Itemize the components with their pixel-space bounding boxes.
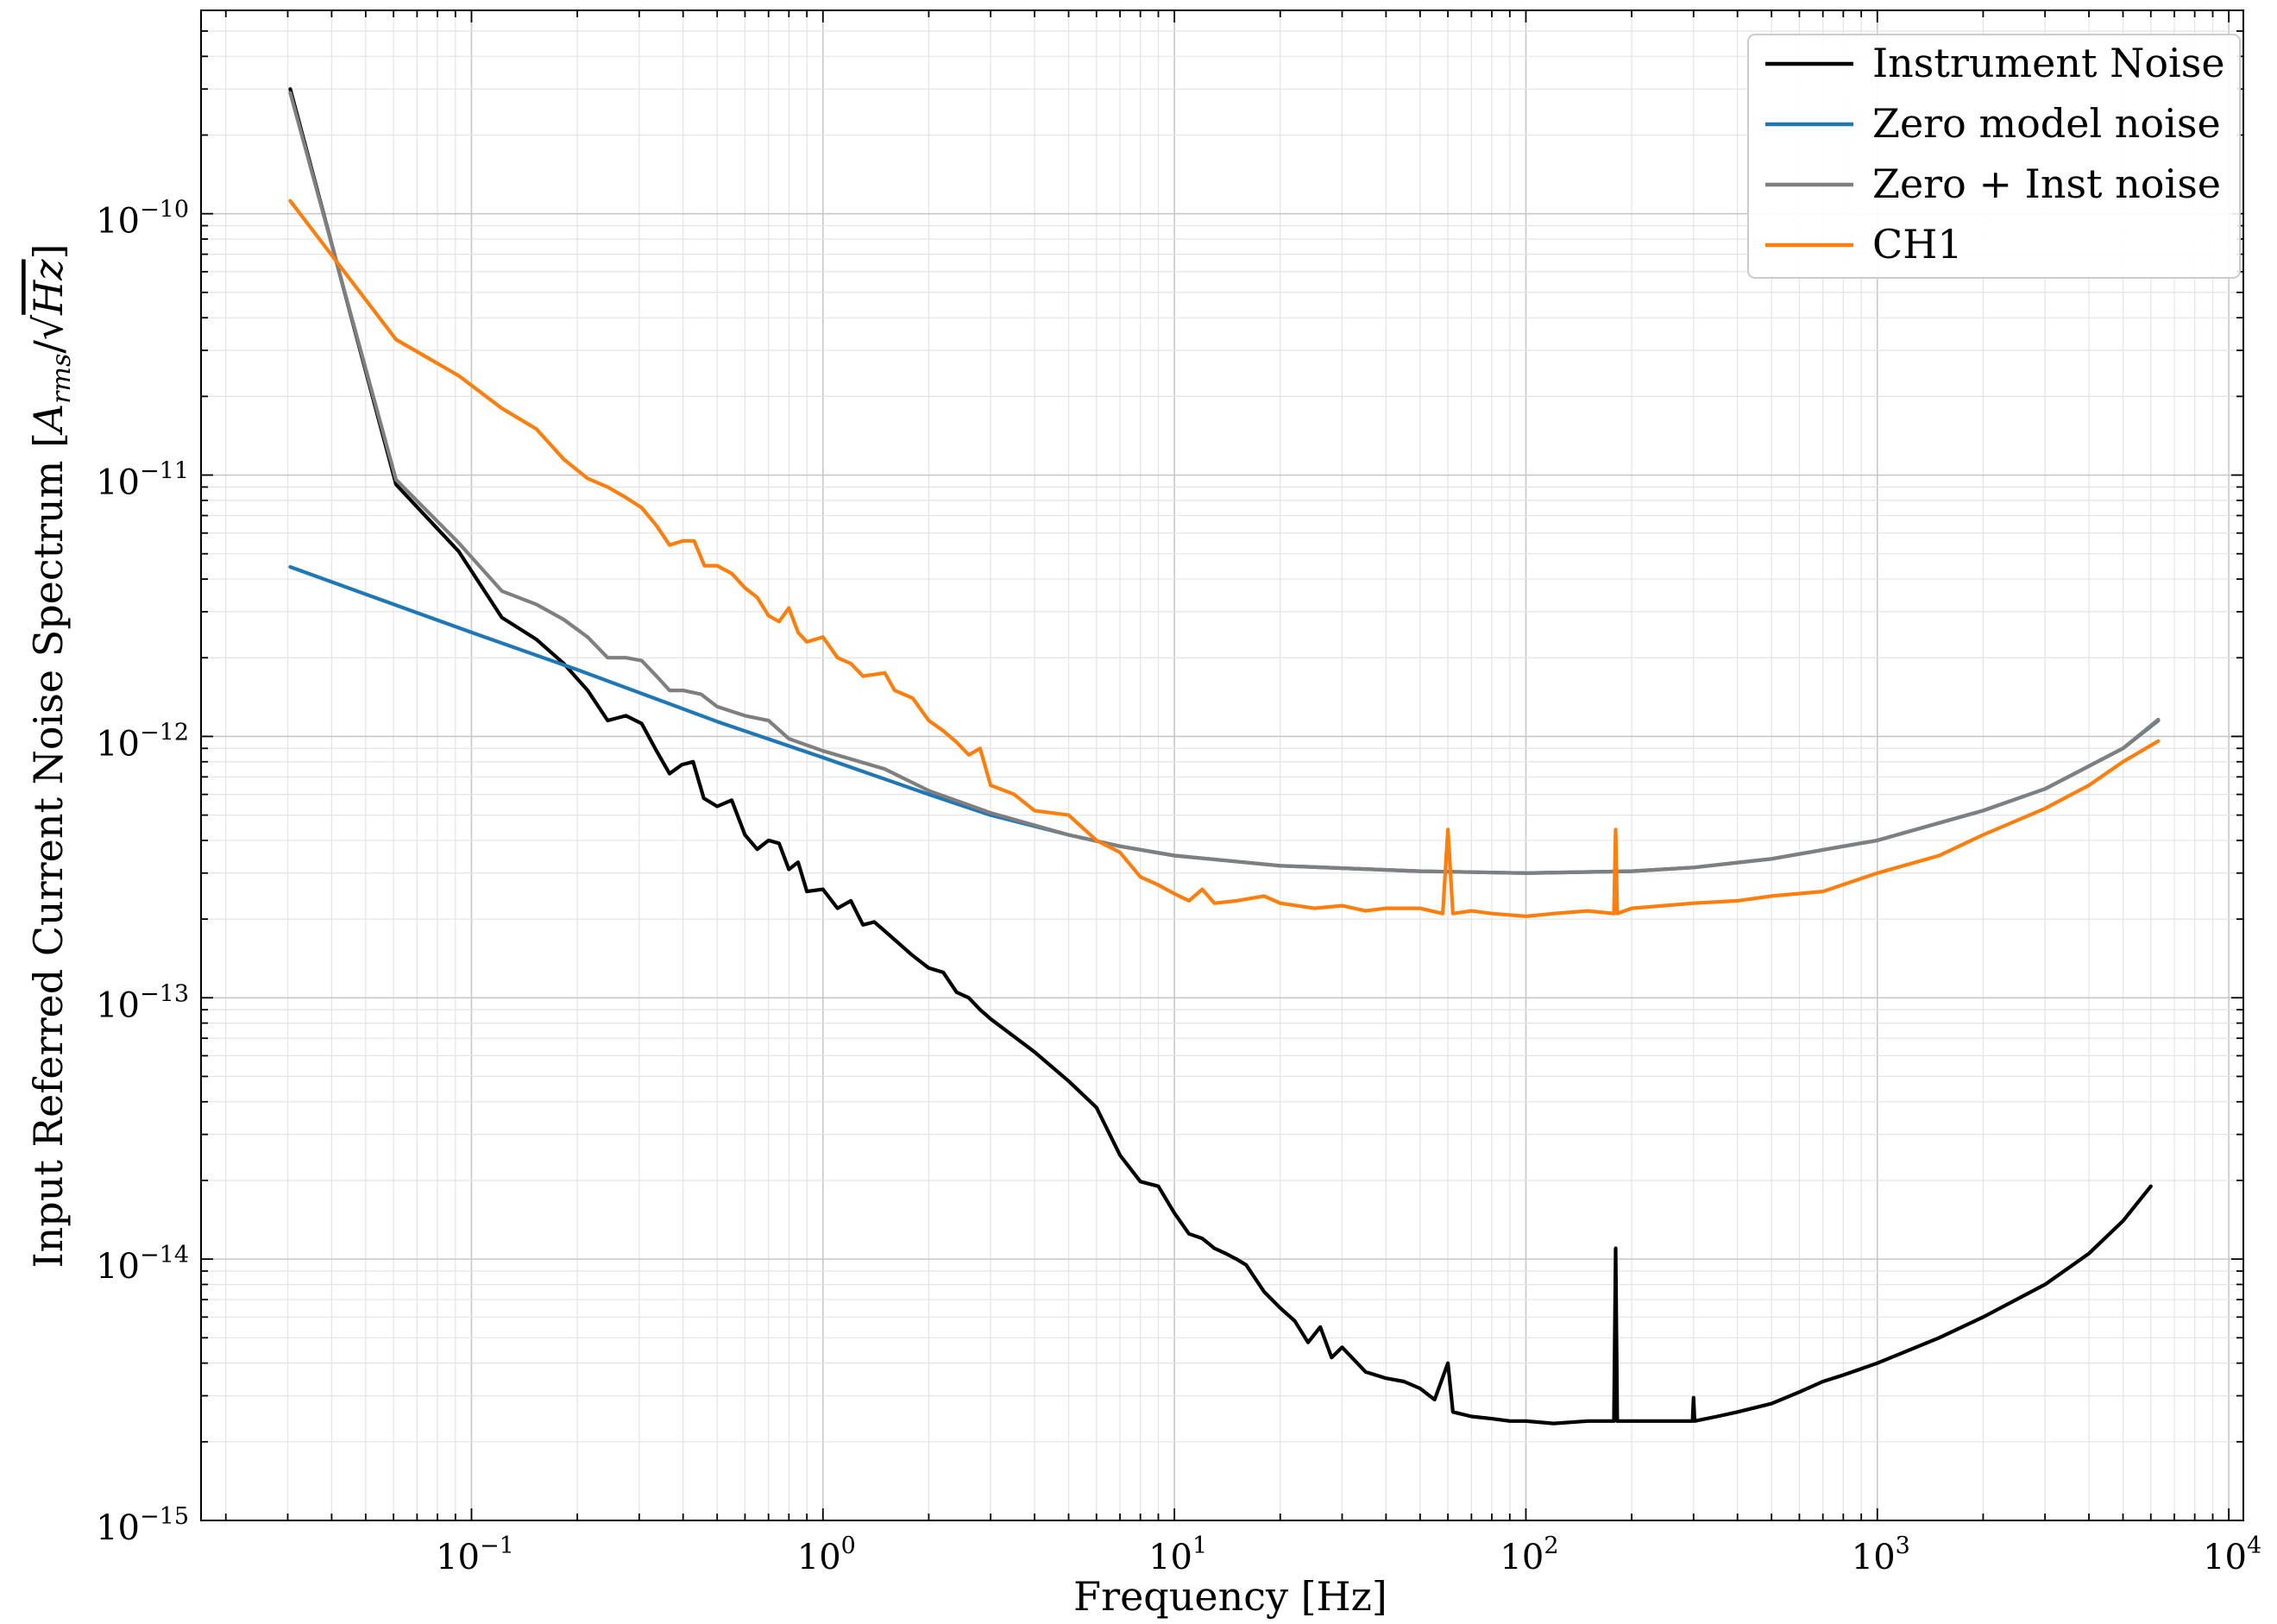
- x-tick-label: 100: [797, 1533, 856, 1577]
- y-tick-label-exp: −13: [140, 980, 189, 1007]
- series-line-instrument-noise: [288, 87, 2153, 1426]
- y-tick-label: 10−15: [96, 1503, 189, 1548]
- y-tick-label-exp: −14: [140, 1242, 189, 1268]
- x-tick-label: 102: [1500, 1533, 1558, 1577]
- plot-frame: [200, 9, 2244, 1521]
- legend-label-instrument-noise: Instrument Noise: [1872, 40, 2225, 86]
- x-tick-label-exp: 0: [841, 1533, 856, 1559]
- y-tick-label-exp: −10: [140, 197, 189, 223]
- x-tick-label-base: 10: [1148, 1538, 1192, 1577]
- y-axis-title-hz: Hz: [25, 259, 72, 316]
- series-line-zero-model-noise: [288, 564, 2161, 875]
- x-tick-label-exp: 2: [1544, 1533, 1558, 1559]
- x-tick-label-base: 10: [436, 1538, 480, 1577]
- y-tick-label: 10−14: [96, 1242, 189, 1287]
- legend-box: [1747, 34, 2241, 279]
- legend-label-zero-inst-noise: Zero + Inst noise: [1872, 161, 2221, 207]
- y-axis-title-suffix: ]: [25, 244, 72, 260]
- y-tick-label-exp: −11: [140, 458, 189, 485]
- series-line-zero-inst-noise: [288, 91, 2161, 875]
- x-tick-label-exp: 1: [1192, 1533, 1207, 1559]
- x-tick-label: 103: [1852, 1533, 1910, 1577]
- y-axis-title-A: A: [25, 404, 72, 436]
- y-tick-label-base: 10: [96, 724, 140, 764]
- legend-label-ch1: CH1: [1872, 221, 1963, 268]
- y-tick-label-exp: −15: [140, 1503, 189, 1530]
- legend-label-zero-model-noise: Zero model noise: [1872, 100, 2221, 147]
- y-tick-label-base: 10: [96, 1247, 140, 1287]
- x-tick-label: 104: [2203, 1533, 2261, 1577]
- legend: Instrument Noise Zero model noise Zero + I…: [1747, 34, 2241, 279]
- y-tick-label-base: 10: [96, 463, 140, 503]
- x-tick-label-base: 10: [797, 1538, 841, 1577]
- y-axis-title-prefix: Input Referred Current Noise Spectrum [: [25, 432, 72, 1268]
- series-line-ch1: [288, 198, 2161, 918]
- x-tick-label-base: 10: [1500, 1538, 1544, 1577]
- x-tick-label: 101: [1148, 1533, 1207, 1577]
- x-axis-title: Frequency [Hz]: [1073, 1573, 1387, 1620]
- y-tick-label-base: 10: [96, 202, 140, 242]
- y-axis-title-slash: /√: [25, 314, 72, 353]
- y-tick-label-exp: −12: [140, 719, 189, 746]
- series-lines: [288, 87, 2161, 1426]
- x-tick-label-base: 10: [1852, 1538, 1896, 1577]
- x-tick-label-exp: 4: [2247, 1533, 2261, 1559]
- y-axis-title: Input Referred Current Noise Spectrum [A…: [25, 244, 77, 1268]
- y-tick-label: 10−13: [96, 980, 189, 1025]
- y-tick-label: 10−11: [96, 458, 189, 503]
- y-tick-label-base: 10: [96, 985, 140, 1025]
- y-tick-label: 10−10: [96, 197, 189, 242]
- y-tick-label: 10−12: [96, 719, 189, 764]
- y-tick-label-base: 10: [96, 1508, 140, 1548]
- x-tick-label-base: 10: [2203, 1538, 2247, 1577]
- x-tick-label: 10−1: [436, 1533, 514, 1577]
- y-axis-title-sub: rms: [47, 354, 77, 404]
- x-tick-labels: 10−1 100 101 102 103 104: [436, 1533, 2261, 1577]
- x-tick-label-exp: −1: [480, 1533, 514, 1559]
- grid: [201, 9, 2243, 1521]
- x-tick-label-exp: 3: [1896, 1533, 1910, 1559]
